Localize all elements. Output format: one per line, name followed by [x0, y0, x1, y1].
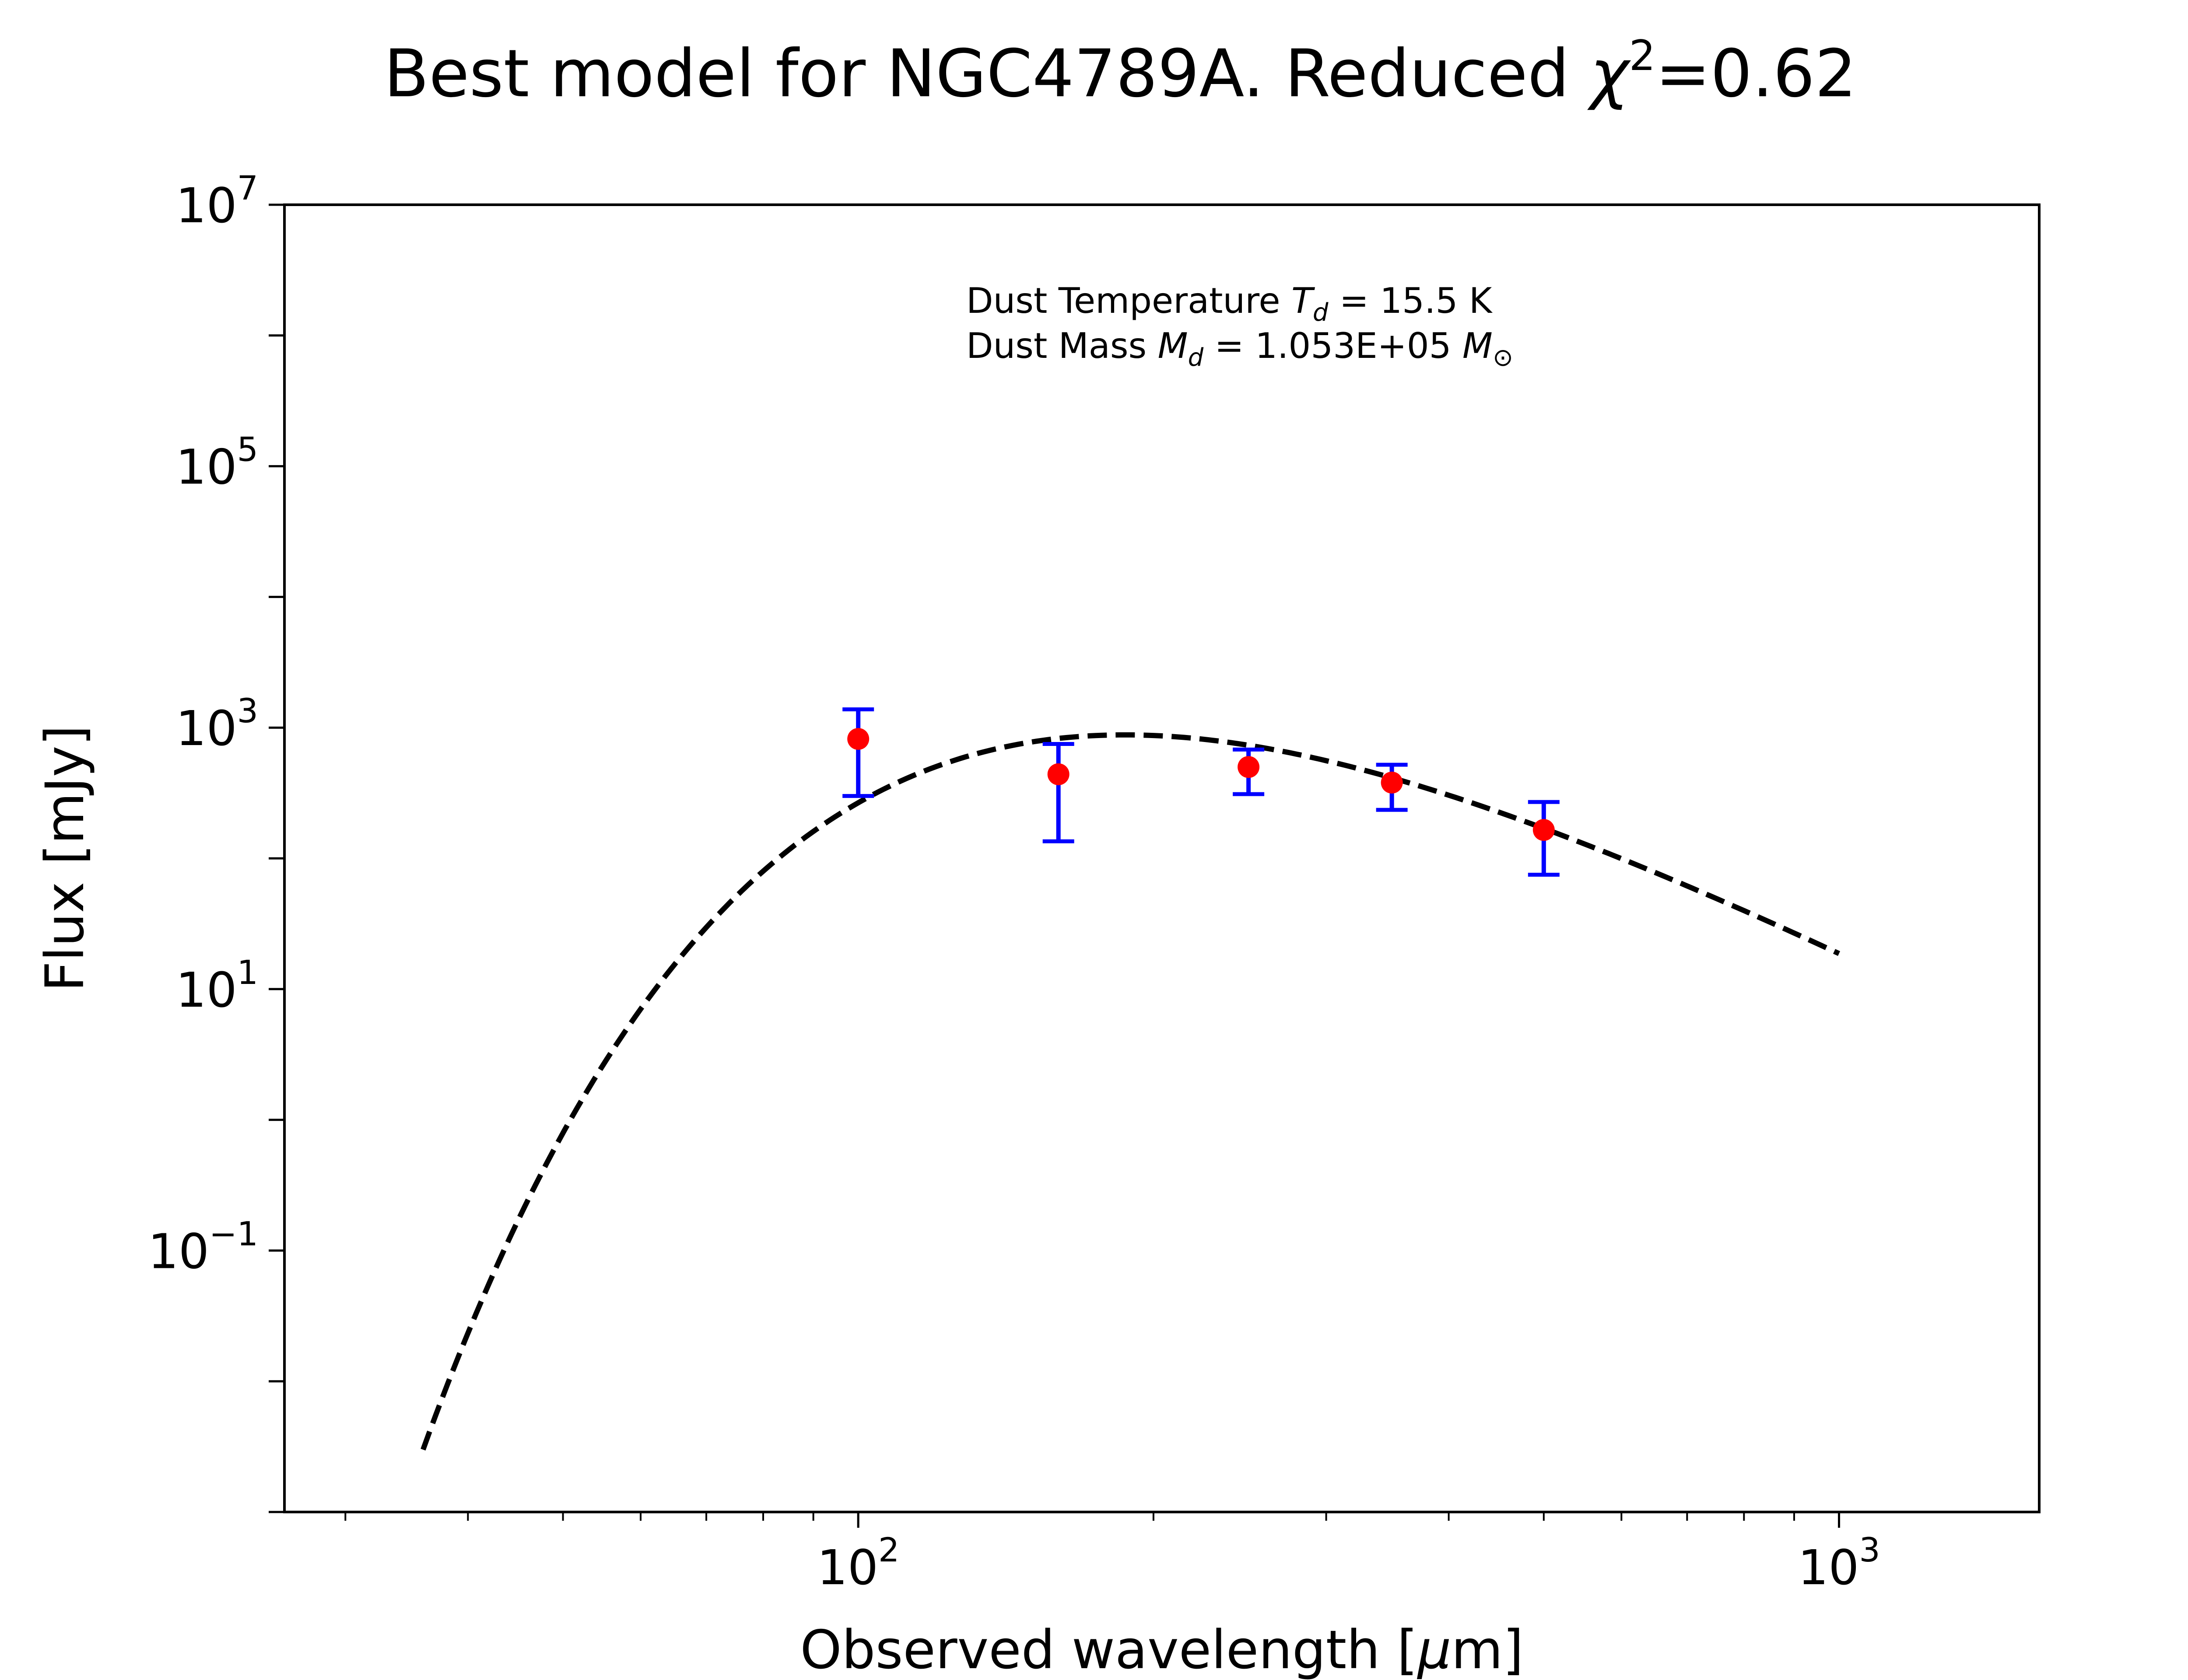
data-point [1532, 819, 1555, 841]
annot-temp-subscript: d [1313, 298, 1329, 327]
annot-mass-prefix: Dust Mass [966, 326, 1158, 366]
annot-temp-suffix: = 15.5 K [1328, 280, 1493, 321]
x-axis-label-suffix: m] [1452, 1619, 1524, 1680]
x-axis-ticks: 102 103 [344, 1512, 1880, 1596]
model-curve-layer [421, 732, 1841, 1451]
title-chi: χ [1587, 36, 1631, 112]
y-tick-label: 103 [176, 691, 258, 756]
title-suffix: =0.62 [1655, 36, 1857, 112]
y-tick-label: 105 [176, 430, 258, 495]
errorbar-layer [842, 707, 1560, 877]
data-point [1047, 763, 1069, 785]
data-point [1238, 756, 1260, 778]
model-curve [421, 732, 1841, 1451]
y-axis-ticks: 10−1 101 103 105 107 [148, 168, 284, 1513]
y-tick-label: 107 [176, 168, 258, 234]
annotation-mass: Dust Mass Md = 1.053E+05 M⊙ [966, 326, 1513, 372]
annot-mass-sun-subscript: ⊙ [1493, 343, 1513, 372]
x-tick-label: 102 [817, 1530, 899, 1596]
data-point [847, 728, 870, 750]
data-point [1381, 771, 1403, 794]
errorbar [842, 707, 874, 798]
y-tick-label: 101 [176, 953, 258, 1018]
data-point-layer [847, 728, 1555, 841]
y-tick-label: 10−1 [148, 1214, 258, 1279]
title-prefix: Best model for NGC4789A. Reduced [384, 36, 1590, 112]
x-axis-label-mu: μ [1417, 1619, 1452, 1680]
plot-frame [283, 203, 2041, 1513]
annot-temp-prefix: Dust Temperature [966, 280, 1291, 321]
annot-temp-symbol: T [1291, 280, 1315, 321]
title-sup: 2 [1629, 32, 1655, 80]
annot-mass-symbol: M [1158, 326, 1188, 366]
errorbar [1042, 742, 1074, 844]
annot-mass-subscript: d [1188, 343, 1204, 372]
y-axis-label: Flux [mJy] [34, 725, 96, 992]
annot-mass-value: = 1.053E+05 [1203, 326, 1462, 366]
annotation-temperature: Dust Temperature Td = 15.5 K [966, 280, 1493, 327]
annot-mass-sun-symbol: M [1462, 326, 1493, 366]
x-axis-label: Observed wavelength [μm] [800, 1619, 1523, 1680]
x-tick-label: 103 [1798, 1530, 1880, 1596]
chart-title: Best model for NGC4789A. Reduced χ2=0.62 [384, 32, 1856, 112]
x-axis-label-prefix: Observed wavelength [ [800, 1619, 1417, 1680]
